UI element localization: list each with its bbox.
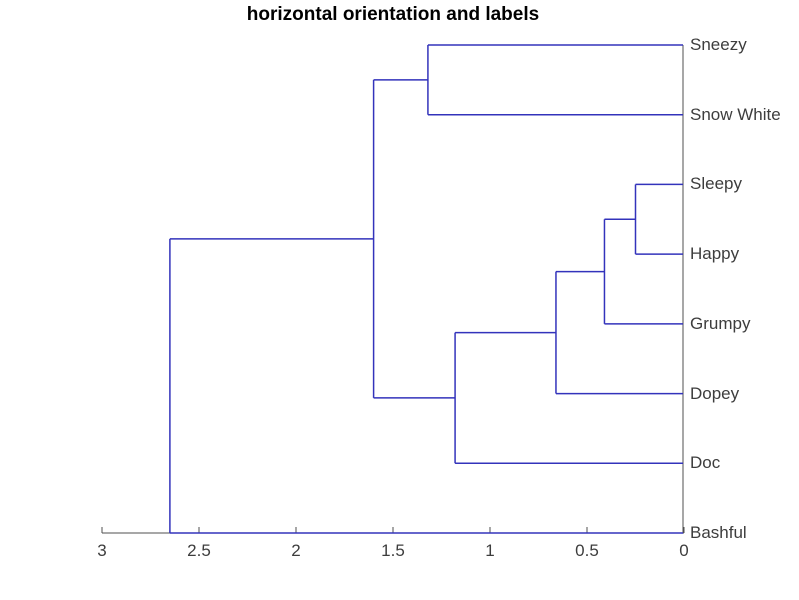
leaf-label: Dopey bbox=[690, 383, 740, 403]
chart-title: horizontal orientation and labels bbox=[246, 4, 540, 25]
leaf-label: Bashful bbox=[690, 522, 747, 542]
leaf-label: Doc bbox=[690, 453, 721, 473]
leaf-label: Happy bbox=[690, 244, 740, 264]
x-axis-tick-label: 1 bbox=[485, 541, 495, 560]
leaf-label: Grumpy bbox=[690, 313, 751, 333]
x-axis-tick-label: 0.5 bbox=[575, 541, 599, 560]
leaf-label: Sneezy bbox=[690, 35, 747, 54]
leaf-label: Snow White bbox=[690, 104, 781, 124]
x-axis-tick-label: 1.5 bbox=[381, 541, 405, 560]
x-axis-tick-label: 2 bbox=[291, 541, 301, 560]
x-axis-tick-label: 3 bbox=[97, 541, 107, 560]
x-axis-tick-label: 2.5 bbox=[187, 541, 211, 560]
x-axis-tick-label: 0 bbox=[679, 541, 689, 560]
leaf-label: Sleepy bbox=[690, 174, 742, 194]
